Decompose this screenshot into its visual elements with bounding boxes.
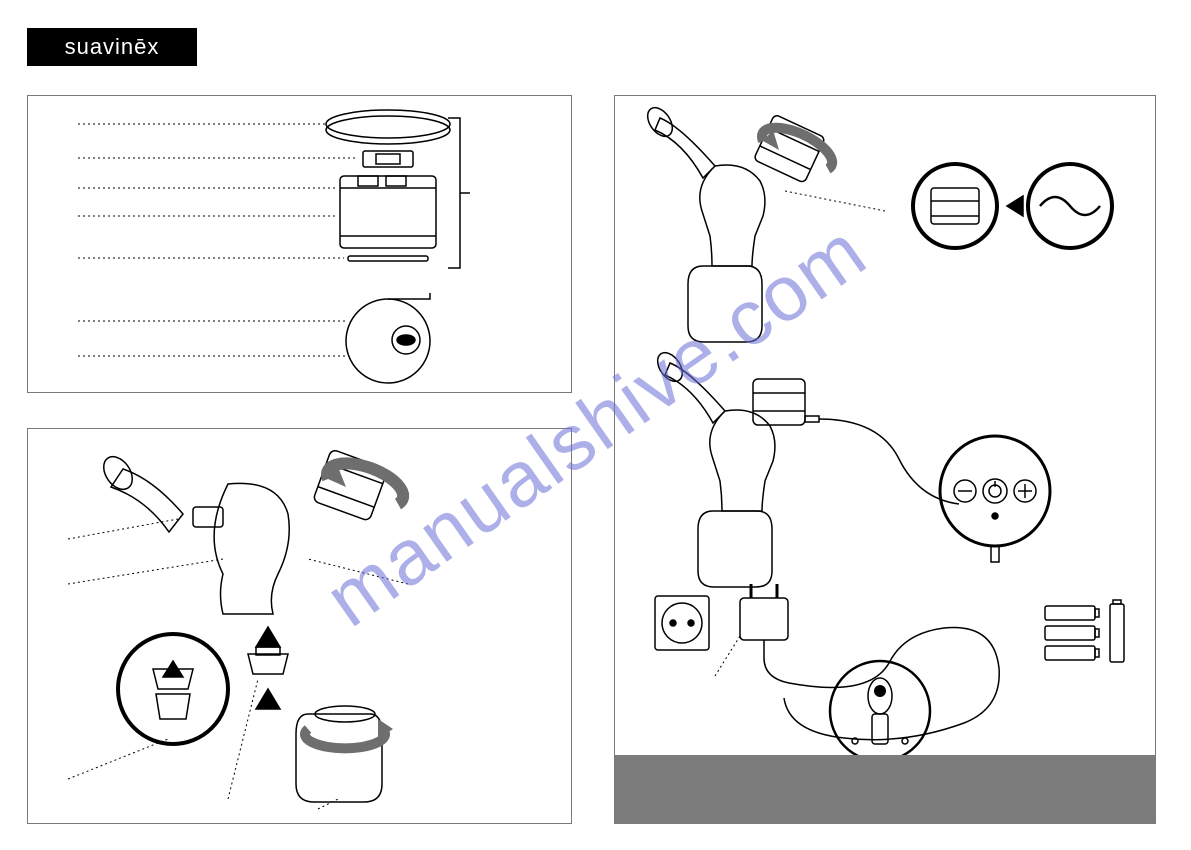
diagram-b <box>28 429 573 825</box>
panel-components-top <box>27 95 572 393</box>
diagram-a <box>28 96 573 394</box>
panel-usage <box>614 95 1156 824</box>
panel-assembly <box>27 428 572 824</box>
gray-footer-strip <box>615 755 1155 823</box>
brand-logo: suavinēx <box>27 28 197 66</box>
brand-text: suavinēx <box>65 34 160 60</box>
diagram-c <box>615 96 1157 825</box>
